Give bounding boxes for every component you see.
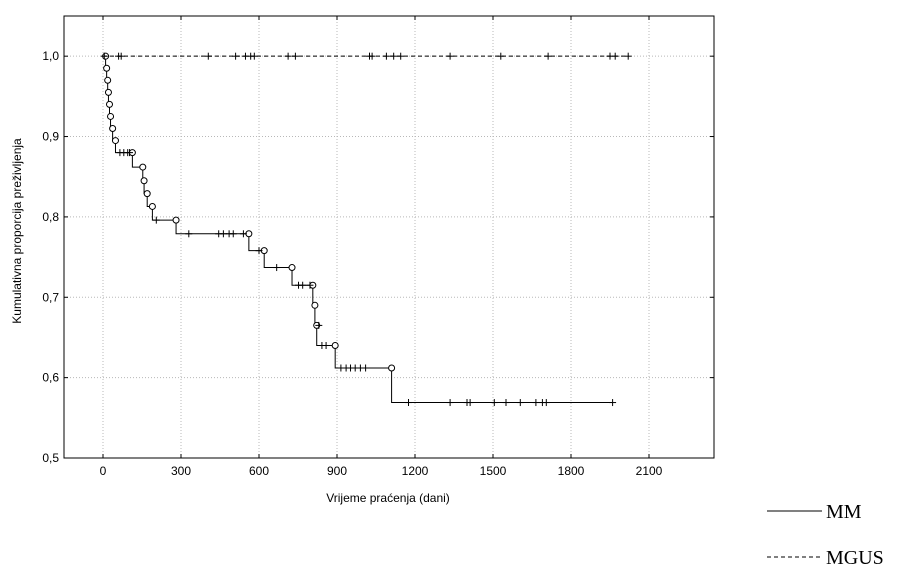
event-marker	[143, 190, 151, 198]
event-marker	[148, 202, 156, 210]
event-marker	[111, 137, 119, 145]
legend: MM MGUS	[767, 501, 884, 565]
legend-label-mm: MM	[826, 501, 862, 523]
plot-frame	[63, 15, 715, 459]
y-tick-label: 0,5	[42, 451, 59, 465]
series-mgus	[100, 52, 632, 60]
event-marker	[139, 163, 147, 171]
event-marker	[104, 76, 112, 84]
plot-border	[63, 15, 715, 459]
event-marker	[311, 301, 319, 309]
x-tick-label: 1500	[480, 464, 507, 478]
event-marker	[288, 264, 296, 272]
x-tick-label: 900	[327, 464, 347, 478]
x-tick-label: 2100	[636, 464, 663, 478]
series-mm	[102, 52, 617, 407]
y-tick-label: 0,9	[42, 130, 59, 144]
event-marker	[388, 364, 396, 372]
x-axis-ticks: 0 300 600 900 1200 1500 1800 2100	[100, 16, 663, 478]
y-tick-label: 0,8	[42, 210, 59, 224]
y-axis-ticks: 0,5 0,6 0,7 0,8 0,9 1,0	[42, 49, 714, 465]
event-marker	[109, 125, 117, 133]
x-tick-label: 600	[249, 464, 269, 478]
x-tick-label: 0	[100, 464, 107, 478]
event-marker	[172, 216, 180, 224]
y-tick-label: 0,6	[42, 371, 59, 385]
x-tick-label: 1200	[402, 464, 429, 478]
legend-label-mgus: MGUS	[826, 547, 884, 565]
event-marker	[140, 177, 148, 185]
x-axis-label: Vrijeme praćenja (dani)	[326, 491, 450, 505]
y-tick-label: 0,7	[42, 290, 59, 304]
event-marker	[107, 112, 115, 120]
event-marker	[106, 100, 113, 108]
y-axis-label: Kumulativna proporcija preživljenja	[10, 138, 24, 324]
event-marker	[104, 88, 112, 96]
event-marker	[103, 64, 111, 72]
x-tick-label: 1800	[558, 464, 585, 478]
y-tick-label: 1,0	[42, 49, 59, 63]
series-layer	[100, 52, 632, 407]
x-tick-label: 300	[171, 464, 191, 478]
event-marker	[331, 341, 339, 349]
